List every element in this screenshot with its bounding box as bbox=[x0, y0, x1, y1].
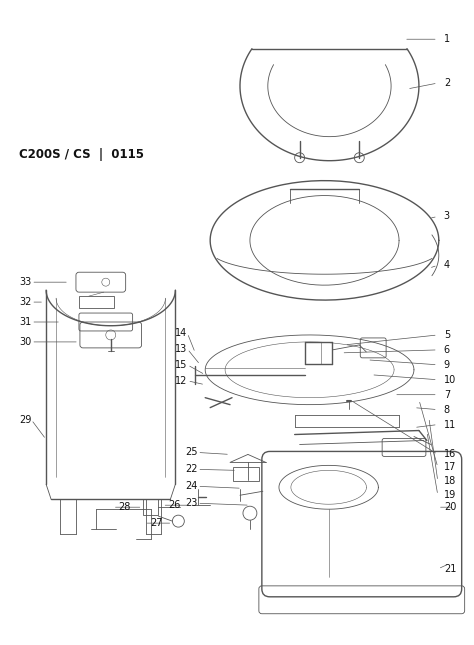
Text: C200S / CS  |  0115: C200S / CS | 0115 bbox=[19, 148, 144, 161]
Text: 26: 26 bbox=[168, 501, 181, 510]
Text: 27: 27 bbox=[151, 518, 163, 528]
Text: 19: 19 bbox=[444, 490, 456, 501]
Text: 22: 22 bbox=[185, 464, 198, 474]
Text: 2: 2 bbox=[444, 78, 450, 88]
Bar bbox=[79, 296, 114, 308]
Text: 3: 3 bbox=[444, 212, 450, 221]
Text: 8: 8 bbox=[444, 404, 450, 415]
Text: 11: 11 bbox=[444, 419, 456, 430]
Text: 4: 4 bbox=[444, 260, 450, 270]
Text: 20: 20 bbox=[444, 502, 456, 512]
Text: 16: 16 bbox=[444, 450, 456, 459]
Text: 14: 14 bbox=[175, 328, 188, 338]
Text: 30: 30 bbox=[19, 337, 32, 347]
Text: 31: 31 bbox=[19, 317, 32, 327]
Text: 7: 7 bbox=[444, 390, 450, 400]
Bar bbox=[143, 499, 158, 515]
Text: 24: 24 bbox=[185, 481, 198, 491]
Text: 15: 15 bbox=[175, 360, 188, 370]
Text: 6: 6 bbox=[444, 345, 450, 355]
Text: 9: 9 bbox=[444, 360, 450, 370]
Text: 29: 29 bbox=[19, 415, 32, 424]
Text: 33: 33 bbox=[19, 277, 32, 287]
Text: 17: 17 bbox=[444, 462, 456, 472]
Text: 32: 32 bbox=[19, 297, 32, 307]
Text: 13: 13 bbox=[175, 344, 188, 354]
Text: 18: 18 bbox=[444, 476, 456, 486]
Text: 1: 1 bbox=[444, 34, 450, 45]
Text: 12: 12 bbox=[175, 376, 188, 386]
Text: 23: 23 bbox=[185, 498, 198, 508]
Text: 25: 25 bbox=[185, 448, 198, 457]
Text: 28: 28 bbox=[118, 502, 131, 512]
Text: 10: 10 bbox=[444, 375, 456, 385]
Text: 5: 5 bbox=[444, 330, 450, 340]
Text: 21: 21 bbox=[444, 564, 456, 574]
Bar bbox=[233, 468, 259, 481]
